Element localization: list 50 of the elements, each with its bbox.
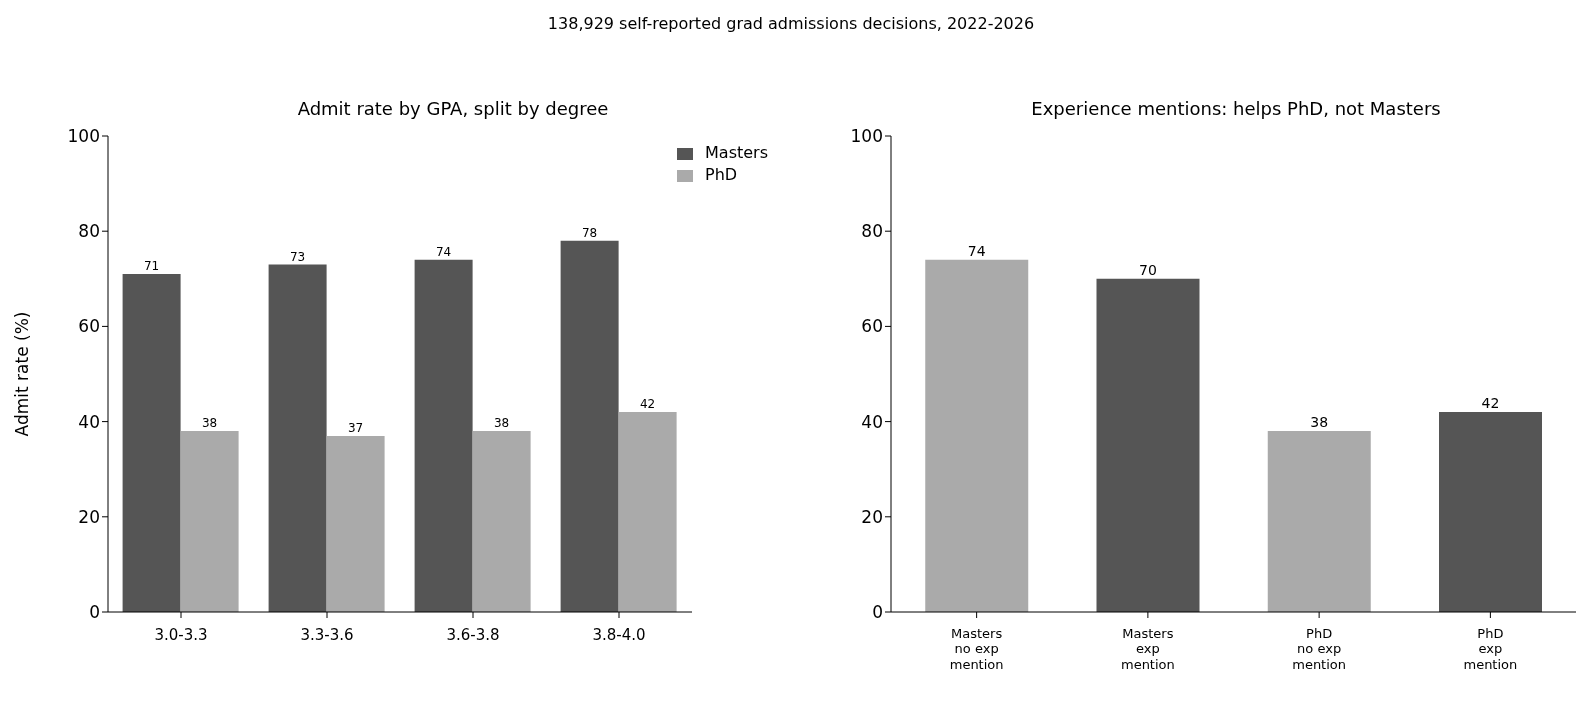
data-label: 37 <box>347 420 364 435</box>
y-tick-label: 100 <box>67 126 100 147</box>
y-tick-label: 20 <box>78 506 100 527</box>
y-tick-label: 0 <box>872 602 883 623</box>
bar <box>560 240 619 612</box>
y-tick-label: 40 <box>861 411 883 432</box>
y-axis-title: Admit rate (%) <box>12 311 33 437</box>
bar <box>925 259 1029 612</box>
y-tick-label: 20 <box>861 506 883 527</box>
y-tick-label: 60 <box>78 316 100 337</box>
y-tick-label: 100 <box>850 126 883 147</box>
bar <box>1439 412 1542 612</box>
x-tick-label: 3.3-3.6 <box>300 625 354 644</box>
data-label: 78 <box>581 225 598 240</box>
data-label: 73 <box>289 249 306 264</box>
text: 138,929 self-reported grad admissions decisions, 2022-2026 <box>546 14 1036 33</box>
x-tick-label: 3.8-4.0 <box>592 625 646 644</box>
y-tick-label: 0 <box>89 602 100 623</box>
bar <box>268 264 327 612</box>
bar <box>1267 431 1371 612</box>
data-label: 42 <box>1481 395 1500 412</box>
data-label: 38 <box>1310 414 1329 431</box>
bar <box>180 431 239 612</box>
x-tick-label: PhD exp mention <box>1463 625 1518 672</box>
bar <box>122 274 181 612</box>
data-label: 74 <box>435 244 452 259</box>
bar <box>1096 278 1200 612</box>
x-tick-label: 3.0-3.3 <box>154 625 208 644</box>
chart-title: Experience mentions: helps PhD, not Masters <box>1030 98 1442 119</box>
legend-label: Masters <box>705 143 768 162</box>
x-tick-label: PhD no exp mention <box>1292 625 1347 672</box>
x-tick-label: Masters exp mention <box>1120 625 1175 672</box>
data-label: 74 <box>967 242 986 259</box>
y-tick-label: 60 <box>861 316 883 337</box>
legend-label: PhD <box>705 165 738 184</box>
bar <box>326 435 385 612</box>
x-tick-label: Masters no exp mention <box>949 625 1004 672</box>
y-tick-label: 40 <box>78 411 100 432</box>
x-tick-label: 3.6-3.8 <box>446 625 500 644</box>
chart-title: Admit rate by GPA, split by degree <box>296 98 610 119</box>
data-label: 71 <box>143 259 160 274</box>
data-label: 70 <box>1139 261 1157 278</box>
y-tick-label: 80 <box>861 221 883 242</box>
data-label: 38 <box>493 416 510 431</box>
bar <box>414 259 473 612</box>
data-label: 38 <box>201 416 218 431</box>
bar <box>472 431 531 612</box>
data-label: 42 <box>639 397 656 412</box>
bar <box>618 412 677 612</box>
y-tick-label: 80 <box>78 221 100 242</box>
